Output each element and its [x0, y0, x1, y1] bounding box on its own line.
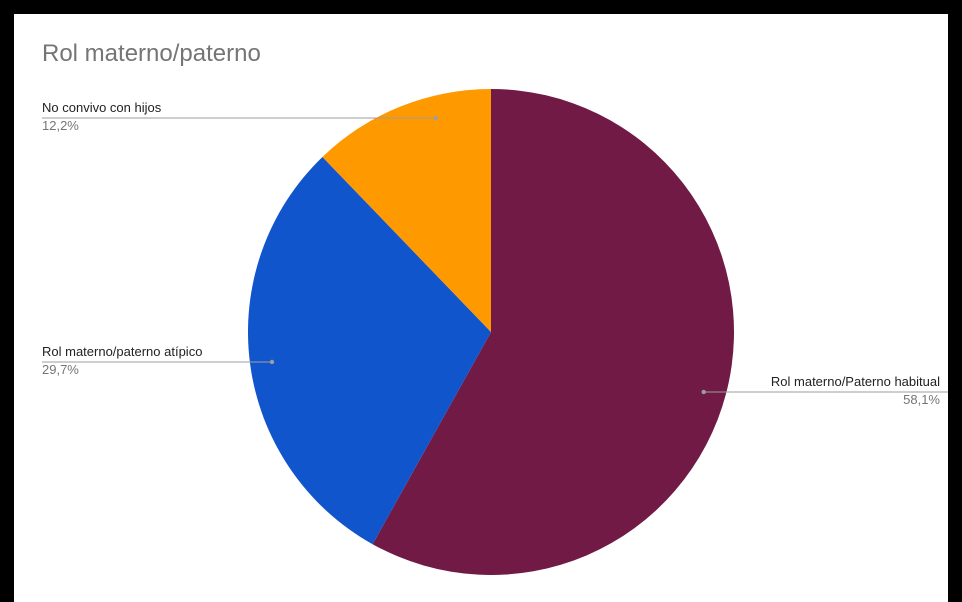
pie-slices: [247, 89, 735, 575]
slice-percent-label: 58,1%: [903, 392, 940, 407]
slice-percent-label: 12,2%: [42, 118, 79, 133]
pie-slice[interactable]: [247, 156, 491, 545]
chart-title: Rol materno/paterno: [42, 40, 261, 67]
pie-slice[interactable]: [372, 89, 735, 575]
slice-label: Rol materno/paterno atípico: [42, 344, 202, 359]
pie-chart: Rol materno/Paterno habitual 58,1% Rol mat…: [42, 89, 948, 575]
slice-label: Rol materno/Paterno habitual: [771, 374, 940, 389]
slice-label: No convivo con hijos: [42, 100, 162, 115]
leader-lines: [42, 115, 948, 395]
chart-card: Rol materno/paterno Rol materno/Paterno …: [14, 14, 948, 602]
slice-percent-label: 29,7%: [42, 362, 79, 377]
pie-slice[interactable]: [322, 89, 491, 332]
slice-labels: Rol materno/Paterno habitual 58,1% Rol mat…: [42, 100, 940, 407]
